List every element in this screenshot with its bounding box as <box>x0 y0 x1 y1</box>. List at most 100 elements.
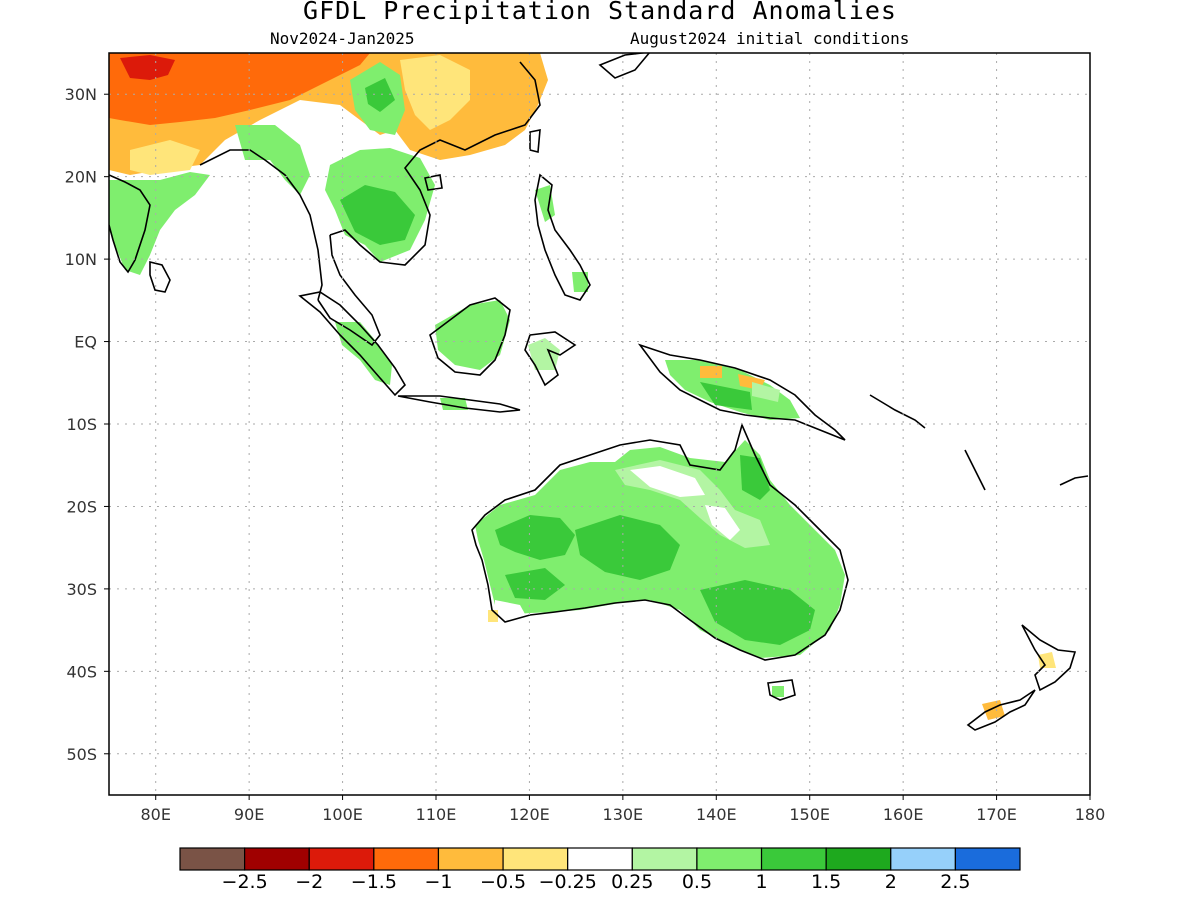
lat-tick-label: 10S <box>66 415 97 434</box>
colorbar-label: −1 <box>424 871 453 893</box>
colorbar-label: 0.25 <box>611 871 654 893</box>
coastline-australia <box>471 422 849 661</box>
initial-conditions: August2024 initial conditions <box>630 29 910 48</box>
weak-wet-anomaly-new-guinea <box>752 382 780 402</box>
coastline-taiwan <box>529 129 541 154</box>
coastline-malay-peninsula <box>317 234 381 347</box>
colorbar-label: 1 <box>755 871 768 893</box>
moderate-wet-anomaly-australia-east <box>740 455 770 500</box>
weak-dry-anomaly-india <box>130 140 200 175</box>
lat-tick-label: EQ <box>74 333 97 352</box>
lon-tick-label: 130E <box>603 805 644 824</box>
coastline-japan <box>598 53 651 79</box>
lon-tick-label: 110E <box>416 805 457 824</box>
coastline-sumatra <box>298 291 407 397</box>
near-normal-australia-east <box>705 505 740 540</box>
colorbar-label: −2.5 <box>221 871 268 893</box>
coastline-solomon-islands <box>869 394 926 429</box>
wet-anomaly-sumatra <box>335 322 392 385</box>
coastline-hainan <box>424 174 443 191</box>
moderate-wet-anomaly-new-guinea <box>700 382 752 410</box>
coastline-new-zealand-north <box>1021 624 1077 692</box>
lat-tick-label: 40S <box>66 662 97 681</box>
colorbar-label: 2.5 <box>940 871 971 893</box>
colorbar-swatch <box>825 847 892 871</box>
chart-title: GFDL Precipitation Standard Anomalies <box>303 0 897 25</box>
weak-dry-anomaly-new-zealand <box>1038 652 1056 668</box>
colorbar-swatch <box>437 847 504 871</box>
wet-anomaly-mindanao <box>572 272 588 292</box>
lon-tick-label: 170E <box>976 805 1017 824</box>
coastline-sulawesi <box>524 331 577 387</box>
coastline-sri-lanka <box>149 260 171 293</box>
coastlines <box>109 53 1089 731</box>
wet-anomaly-sulawesi <box>528 338 560 370</box>
wet-anomaly-yunnan-core <box>365 78 395 112</box>
lat-tick-label: 50S <box>66 745 97 764</box>
colorbar-swatch <box>308 847 375 871</box>
gridlines <box>109 53 1090 795</box>
colorbar-label: 2 <box>884 871 897 893</box>
coastline-tasmania <box>767 679 796 701</box>
colorbar-swatch <box>760 847 827 871</box>
coastline-indochina <box>329 61 541 266</box>
colorbar-label: −0.5 <box>479 871 527 893</box>
coastline-new-guinea <box>637 343 846 441</box>
forecast-period: Nov2024-Jan2025 <box>270 29 415 48</box>
colorbar-swatch <box>502 847 569 871</box>
colorbar-swatch <box>373 847 440 871</box>
coastline-fiji <box>1059 475 1089 486</box>
lon-tick-label: 120E <box>509 805 550 824</box>
colorbar <box>179 847 1021 871</box>
lat-tick-label: 30N <box>65 85 97 104</box>
colorbar-swatch <box>696 847 763 871</box>
coastline-vanuatu <box>964 449 986 491</box>
colorbar-swatch <box>954 847 1021 871</box>
coastline-philippines <box>534 173 591 301</box>
near-normal-australia-north <box>630 466 705 497</box>
colorbar-swatch <box>179 847 246 871</box>
strong-dry-anomaly-himalaya <box>109 53 370 125</box>
wet-anomaly-bangladesh <box>235 125 310 195</box>
weak-dry-anomaly-china <box>400 55 470 130</box>
colorbar-label: −0.25 <box>538 871 597 893</box>
coastline-borneo <box>429 297 511 376</box>
lon-tick-label: 150E <box>789 805 830 824</box>
colorbar-swatch <box>631 847 698 871</box>
colorbar-swatch <box>890 847 956 871</box>
axis-ticks: 80E 90E 100E 110E 120E 130E 140E 150E 160E 170E 18… <box>65 85 1106 824</box>
lon-tick-label: 160E <box>883 805 924 824</box>
coastline-java <box>397 395 521 413</box>
colorbar-label: 1.5 <box>811 871 842 893</box>
lon-tick-label: 90E <box>234 805 264 824</box>
coastline-india <box>109 174 151 274</box>
colorbar-label: −2 <box>295 871 324 893</box>
wet-anomaly-india <box>109 172 210 275</box>
wet-anomaly-indochina-core <box>340 185 415 245</box>
wet-anomaly-philippines <box>535 185 555 222</box>
dry-anomaly-new-guinea <box>700 366 765 390</box>
anomaly-fields <box>109 53 1056 720</box>
moderate-wet-anomaly-australia-central <box>575 515 680 580</box>
lon-tick-label: 140E <box>696 805 737 824</box>
moderate-wet-anomaly-australia-southeast <box>700 580 815 645</box>
coastline-bay-of-bengal <box>199 149 323 301</box>
wet-anomaly-tasmania <box>772 686 784 697</box>
lon-tick-label: 80E <box>140 805 170 824</box>
coastline-new-zealand-south <box>966 689 1036 731</box>
moderate-wet-anomaly-australia-southwest <box>505 568 565 600</box>
moderate-wet-anomaly-australia-west <box>495 515 575 560</box>
lat-tick-label: 30S <box>66 580 97 599</box>
lon-tick-label: 180 <box>1075 805 1106 824</box>
near-normal-australia-southwest <box>495 600 525 617</box>
wet-anomaly-borneo <box>435 300 510 370</box>
colorbar-label: 0.5 <box>681 871 713 893</box>
lat-tick-label: 20N <box>65 168 97 187</box>
lat-tick-label: 10N <box>65 250 97 269</box>
colorbar-swatch <box>244 847 310 871</box>
colorbar-swatch <box>567 847 633 871</box>
colorbar-label: −1.5 <box>350 871 397 893</box>
very-strong-dry-anomaly <box>120 55 175 80</box>
lon-tick-label: 100E <box>322 805 363 824</box>
